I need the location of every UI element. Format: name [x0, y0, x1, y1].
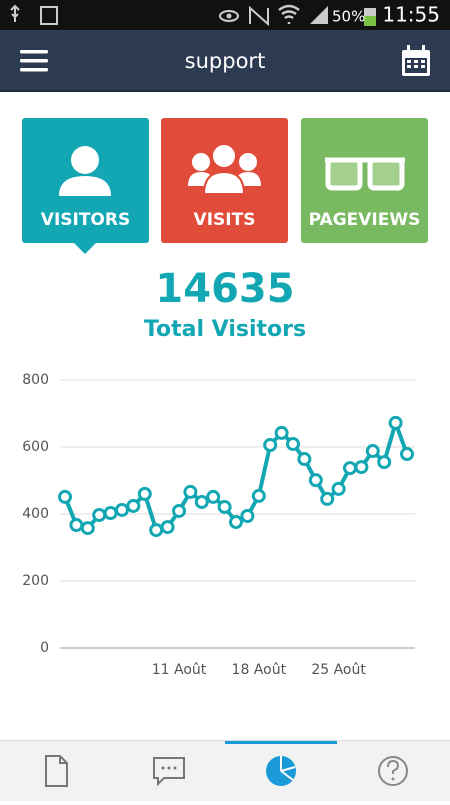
- total-value: 14635: [155, 266, 295, 312]
- data-point: [331, 481, 346, 496]
- data-point: [160, 520, 175, 535]
- data-point: [58, 489, 72, 504]
- data-point: [343, 461, 357, 476]
- data-point: [217, 499, 232, 514]
- data-point: [115, 502, 129, 517]
- data-point: [69, 518, 84, 533]
- help-tab[interactable]: [378, 756, 408, 786]
- visits-icon: [188, 143, 261, 195]
- data-point: [388, 415, 403, 430]
- data-point: [194, 494, 209, 509]
- total-label: Total Visitors: [143, 317, 307, 342]
- app-bar: support: [0, 30, 450, 92]
- data-point: [149, 523, 164, 538]
- visitors-tile[interactable]: VISITORS: [22, 118, 149, 243]
- pageviews-icon: [325, 157, 405, 191]
- x-tick-label: 11 Août: [152, 662, 207, 678]
- data-point: [103, 505, 118, 520]
- clock: 11:55: [382, 3, 440, 27]
- visitors-icon: [59, 146, 111, 196]
- data-point: [206, 489, 221, 504]
- data-point: [80, 521, 95, 536]
- data-point: [297, 452, 312, 467]
- data-point: [354, 460, 369, 475]
- battery-level: 50%: [332, 8, 365, 26]
- y-tick-label: 400: [22, 506, 49, 522]
- status-icons: 50% 11:55: [10, 3, 440, 27]
- data-point: [274, 425, 289, 440]
- y-tick-label: 200: [22, 573, 49, 589]
- data-point: [251, 488, 266, 503]
- messages-tab[interactable]: [153, 757, 185, 787]
- data-point: [92, 508, 107, 523]
- x-tick-label: 25 Août: [311, 662, 366, 678]
- app-bar-content: support: [20, 45, 430, 76]
- y-tick-label: 800: [22, 372, 49, 388]
- data-point: [286, 436, 300, 451]
- data-point: [400, 447, 414, 462]
- data-point: [126, 498, 141, 513]
- data-point: [320, 491, 335, 506]
- data-point: [377, 455, 392, 470]
- nav-icons: [45, 741, 408, 787]
- data-point: [365, 444, 380, 459]
- data-point: [183, 484, 198, 499]
- data-point: [240, 509, 255, 524]
- stats-tab[interactable]: [266, 756, 296, 786]
- tile-label: PAGEVIEWS: [308, 210, 421, 230]
- tile-label: VISITORS: [40, 210, 131, 230]
- tile-label: VISITS: [193, 210, 256, 230]
- y-tick-label: 600: [22, 439, 49, 455]
- calendar-button[interactable]: [402, 45, 430, 76]
- menu-button[interactable]: [20, 50, 48, 72]
- data-point: [308, 473, 323, 488]
- visits-tile[interactable]: VISITS: [161, 118, 288, 243]
- data-point: [263, 437, 278, 452]
- visitors-chart: 0 200 400 600 800 11 Août 18 Août 25 Août: [22, 372, 415, 678]
- data-point: [172, 503, 186, 518]
- app-title: support: [185, 49, 266, 73]
- status-bar: 50% 11:55: [0, 0, 450, 30]
- y-tick-label: 0: [40, 640, 49, 656]
- data-point: [137, 486, 152, 501]
- bottom-nav: [0, 740, 450, 801]
- documents-tab[interactable]: [45, 755, 68, 787]
- pageviews-tile[interactable]: PAGEVIEWS: [301, 118, 428, 243]
- tile-pointer: [73, 242, 97, 254]
- x-tick-label: 18 Août: [232, 662, 287, 678]
- data-point: [229, 515, 243, 530]
